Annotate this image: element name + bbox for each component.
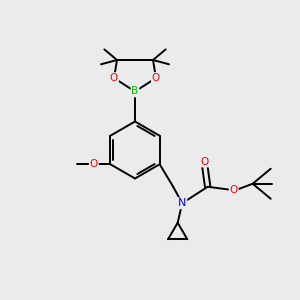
Text: B: B [131,86,139,97]
Text: O: O [201,157,209,166]
Text: O: O [230,185,238,195]
Text: O: O [152,73,160,83]
Text: O: O [90,159,98,169]
Text: O: O [110,73,118,83]
Text: N: N [178,198,186,208]
